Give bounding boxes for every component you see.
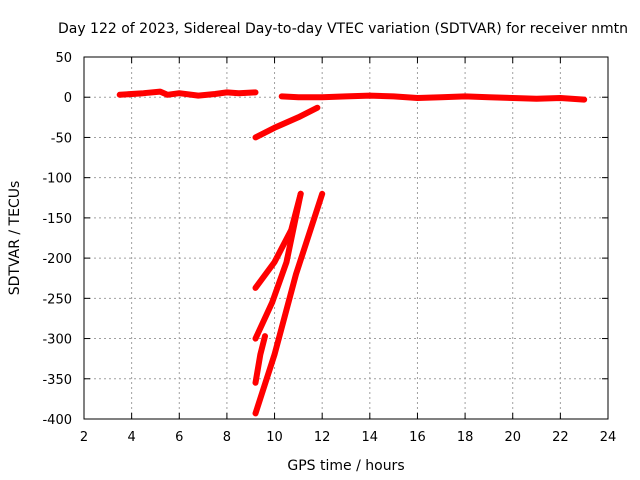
x-tick-label: 18: [457, 430, 474, 445]
data-series: [116, 88, 588, 417]
y-tick-label: -400: [42, 413, 72, 428]
x-tick-label: 12: [314, 430, 331, 445]
x-tick-label: 24: [600, 430, 617, 445]
sdtvar-ramp-a: [252, 104, 321, 141]
chart-title: Day 122 of 2023, Sidereal Day-to-day VTE…: [58, 21, 628, 37]
y-tick-label: -100: [42, 172, 72, 187]
y-tick-label: -150: [42, 212, 72, 227]
x-tick-label: 22: [552, 430, 569, 445]
x-tick-label: 6: [175, 430, 183, 445]
x-tick-label: 2: [80, 430, 88, 445]
grid: [84, 57, 608, 419]
x-tick-label: 20: [504, 430, 521, 445]
sdtvar-ramp-e: [252, 190, 326, 417]
x-tick-label: 14: [362, 430, 379, 445]
y-tick-label: 0: [64, 91, 72, 106]
plot-frame: [83, 56, 609, 420]
x-tick-label: 8: [223, 430, 231, 445]
sdtvar-daytime: [278, 92, 588, 103]
y-tick-label: 50: [55, 51, 72, 66]
axis-ticks: 2 4 6 8 10 12 14 16 18 20 22 24500-50-100-150-200-2…: [42, 51, 616, 445]
y-tick-label: -300: [42, 333, 72, 348]
y-tick-label: -350: [42, 373, 72, 388]
sdtvar-ramp-c: [252, 190, 304, 342]
y-axis-label: SDTVAR / TECUs: [7, 181, 23, 296]
y-tick-label: -50: [51, 131, 72, 146]
x-axis-label: GPS time / hours: [287, 458, 404, 474]
sdtvar-morning: [116, 88, 259, 99]
x-tick-label: 10: [266, 430, 283, 445]
x-tick-label: 16: [409, 430, 426, 445]
y-tick-label: -200: [42, 252, 72, 267]
x-tick-label: 4: [127, 430, 135, 445]
y-tick-label: -250: [42, 292, 72, 307]
sdtvar-ramp-d: [252, 333, 268, 386]
